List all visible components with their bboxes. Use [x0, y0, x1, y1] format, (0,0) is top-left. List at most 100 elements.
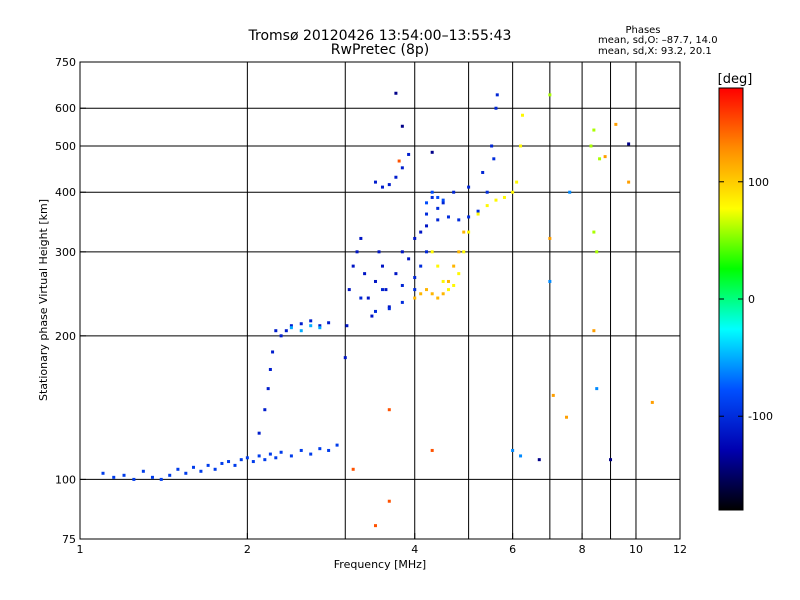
data-point	[441, 292, 445, 296]
data-point	[239, 458, 243, 462]
data-point	[511, 190, 515, 194]
data-point	[446, 279, 450, 283]
data-point	[150, 475, 154, 479]
y-tick-label: 400	[55, 186, 76, 199]
data-point	[266, 387, 270, 391]
data-point	[347, 288, 351, 292]
data-point	[413, 276, 417, 280]
data-point	[257, 454, 261, 458]
data-point	[452, 264, 456, 268]
phases-heading: Phases	[625, 25, 660, 36]
data-point	[595, 250, 599, 254]
data-point	[515, 180, 519, 184]
chart-title: Tromsø 20120426 13:54:00–13:55:43	[248, 28, 512, 44]
data-point	[373, 279, 377, 283]
data-point	[206, 463, 210, 467]
data-point	[430, 292, 434, 296]
data-point	[595, 387, 599, 391]
data-point	[446, 215, 450, 219]
data-point	[520, 113, 524, 117]
data-point	[327, 448, 331, 452]
data-point	[122, 473, 126, 477]
data-point	[419, 230, 423, 234]
data-point	[387, 499, 391, 503]
grid-lines	[80, 62, 680, 539]
data-point	[598, 157, 602, 161]
data-point	[387, 307, 391, 311]
data-point	[430, 448, 434, 452]
data-point	[251, 460, 255, 464]
data-point	[627, 142, 631, 146]
data-point	[425, 288, 429, 292]
data-point	[589, 144, 593, 148]
colorbar-tick-label: 100	[748, 176, 769, 189]
data-point	[614, 122, 618, 126]
data-point	[263, 408, 267, 412]
data-point	[233, 463, 237, 467]
data-point	[457, 218, 461, 222]
data-point	[476, 209, 480, 213]
data-point	[394, 91, 398, 95]
y-tick-label: 200	[55, 330, 76, 343]
data-point	[425, 250, 429, 254]
data-point	[132, 477, 136, 481]
data-point	[430, 195, 434, 199]
data-point	[101, 471, 105, 475]
data-point	[359, 236, 363, 240]
data-point	[289, 324, 293, 328]
x-tick-label: 4	[411, 543, 418, 556]
data-point	[191, 465, 195, 469]
data-point	[299, 448, 303, 452]
data-point	[430, 150, 434, 154]
data-point	[343, 356, 347, 360]
data-point	[467, 215, 471, 219]
data-point	[568, 190, 572, 194]
data-point	[327, 321, 331, 325]
data-point	[355, 250, 359, 254]
x-tick-label: 2	[244, 543, 251, 556]
x-tick-label: 12	[673, 543, 687, 556]
data-point	[268, 452, 272, 456]
data-point	[446, 288, 450, 292]
data-point	[345, 324, 349, 328]
data-point	[490, 144, 494, 148]
plot-frame	[79, 61, 681, 540]
data-point	[494, 198, 498, 202]
data-point	[271, 350, 275, 354]
data-point	[141, 469, 145, 473]
data-point	[227, 460, 231, 464]
data-point	[213, 467, 217, 471]
data-point	[400, 283, 404, 287]
data-point	[592, 230, 596, 234]
data-point	[400, 166, 404, 170]
data-point	[485, 190, 489, 194]
data-point	[351, 264, 355, 268]
data-point	[441, 279, 445, 283]
data-point	[318, 447, 322, 451]
data-point	[370, 314, 374, 318]
data-point	[452, 283, 456, 287]
y-axis-ticks: 75 100 200 300 400 500 600 750	[55, 56, 86, 546]
chart-subtitle: RwPretec (8p)	[331, 42, 429, 58]
data-point	[495, 93, 499, 97]
data-point	[245, 456, 249, 460]
data-point	[457, 250, 461, 254]
data-point	[462, 230, 466, 234]
phases-mean-x: mean, sd,X: 93.2, 20.1	[598, 46, 712, 57]
data-point	[387, 408, 391, 412]
data-point	[436, 296, 440, 300]
data-points	[101, 91, 654, 528]
data-point	[519, 144, 523, 148]
data-point	[168, 473, 172, 477]
data-point	[274, 329, 278, 333]
data-point	[407, 257, 411, 261]
data-point	[436, 206, 440, 210]
data-point	[425, 212, 429, 216]
data-point	[430, 250, 434, 254]
data-point	[387, 183, 391, 187]
data-point	[462, 250, 466, 254]
y-tick-label: 600	[55, 102, 76, 115]
x-tick-label: 1	[77, 543, 84, 556]
data-point	[502, 195, 506, 199]
data-point	[268, 367, 272, 371]
